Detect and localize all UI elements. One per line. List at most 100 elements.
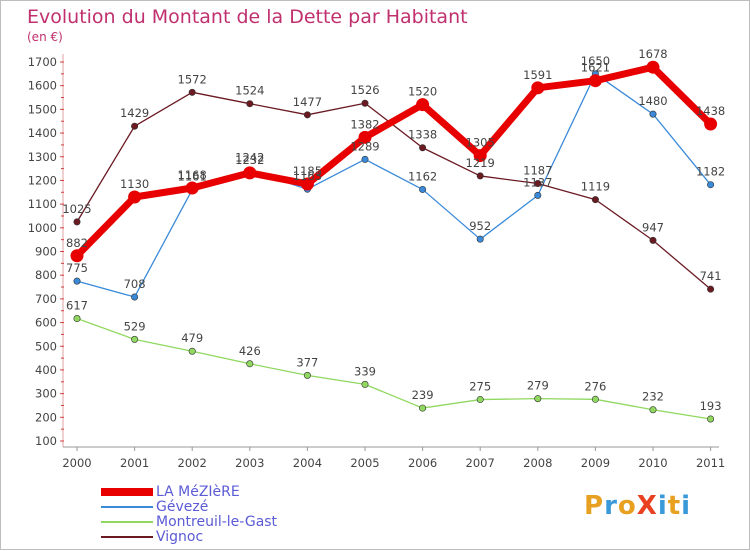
data-point <box>188 88 196 96</box>
data-point <box>73 277 81 285</box>
data-label: 1650 <box>581 54 610 68</box>
data-label: 529 <box>124 319 146 333</box>
data-point <box>591 196 599 204</box>
data-label: 1185 <box>293 164 322 178</box>
data-point <box>473 149 487 163</box>
data-point <box>358 130 372 144</box>
data-label: 377 <box>296 355 318 369</box>
data-label: 276 <box>584 379 606 393</box>
y-tick-label: 1400 <box>28 126 57 140</box>
legend-label-vignoc: Vignoc <box>156 529 204 545</box>
y-tick-label: 1200 <box>28 173 57 187</box>
data-point <box>649 110 657 118</box>
series-line <box>76 91 712 290</box>
data-label: 275 <box>469 380 491 394</box>
data-label: 708 <box>124 277 146 291</box>
logo-letter: i <box>657 491 668 521</box>
data-label: 426 <box>239 344 261 358</box>
y-tick-label: 300 <box>35 387 57 401</box>
proxiti-logo: ProXiti <box>584 491 691 521</box>
logo-letter: t <box>667 491 682 521</box>
data-label: 1182 <box>696 165 725 179</box>
legend-swatch-vignoc <box>101 536 153 538</box>
data-label: 1137 <box>523 175 552 189</box>
data-label: 775 <box>66 261 88 275</box>
data-point <box>419 185 427 193</box>
y-tick-label: 600 <box>35 316 57 330</box>
x-tick-label: 2001 <box>120 456 149 470</box>
data-label: 232 <box>642 390 664 404</box>
data-point <box>534 180 542 188</box>
data-label: 339 <box>354 364 376 378</box>
legend-swatch-la-meziere <box>101 488 153 496</box>
data-label: 947 <box>642 220 664 234</box>
y-tick-label: 1500 <box>28 102 57 116</box>
data-label: 193 <box>700 399 722 413</box>
logo-letter: r <box>604 491 618 521</box>
chart-unit-label: (en €) <box>27 30 63 44</box>
data-point <box>476 235 484 243</box>
data-label: 952 <box>469 219 491 233</box>
data-label: 1678 <box>638 47 667 61</box>
data-label: 1163 <box>293 169 322 183</box>
y-tick-label: 1300 <box>28 150 57 164</box>
data-label: 1025 <box>62 202 91 216</box>
logo-letter: o <box>617 491 637 521</box>
logo-letter: i <box>681 491 692 521</box>
data-point <box>707 285 715 293</box>
y-tick-label: 1100 <box>28 197 57 211</box>
data-point <box>188 347 196 355</box>
data-label: 279 <box>527 379 549 393</box>
data-point <box>531 81 545 95</box>
y-tick-label: 800 <box>35 268 57 282</box>
data-point <box>588 74 602 88</box>
data-label: 479 <box>181 331 203 345</box>
data-point <box>707 415 715 423</box>
legend-label-geveze: Gévezé <box>156 499 209 515</box>
data-point <box>73 218 81 226</box>
data-label: 1524 <box>235 84 264 98</box>
legend-swatch-montreuil-le-gast <box>101 521 153 523</box>
data-label: 1621 <box>581 61 610 75</box>
data-label: 1477 <box>293 95 322 109</box>
logo-letter: X <box>636 491 658 521</box>
data-point <box>649 406 657 414</box>
data-label: 741 <box>700 269 722 283</box>
data-point <box>476 172 484 180</box>
data-label: 1382 <box>350 117 379 131</box>
data-label: 1572 <box>178 72 207 86</box>
data-label: 1438 <box>696 104 725 118</box>
data-label: 882 <box>66 236 88 250</box>
data-point <box>243 166 257 180</box>
y-tick-label: 1700 <box>28 55 57 69</box>
y-tick-label: 100 <box>35 434 57 448</box>
data-point <box>707 181 715 189</box>
x-tick-label: 2009 <box>581 456 610 470</box>
data-point <box>131 293 139 301</box>
data-point <box>646 60 660 74</box>
x-tick-label: 2002 <box>178 456 207 470</box>
data-point <box>73 315 81 323</box>
data-point <box>70 249 84 263</box>
y-tick-label: 500 <box>35 339 57 353</box>
data-label: 1119 <box>581 180 610 194</box>
data-point <box>419 144 427 152</box>
data-point <box>131 122 139 130</box>
data-point <box>419 404 427 412</box>
x-tick-label: 2010 <box>638 456 667 470</box>
logo-letter: P <box>584 491 605 521</box>
x-tick-label: 2006 <box>408 456 437 470</box>
data-point <box>128 190 142 204</box>
data-point <box>246 100 254 108</box>
data-label: 1289 <box>350 139 379 153</box>
legend-label-la-meziere: LA MéZIèRE <box>156 484 240 500</box>
data-label: 1591 <box>523 68 552 82</box>
data-point <box>534 191 542 199</box>
y-tick-label: 900 <box>35 245 57 259</box>
data-label: 1480 <box>638 94 667 108</box>
data-point <box>300 177 314 191</box>
data-label: 1130 <box>120 177 149 191</box>
data-point <box>534 395 542 403</box>
x-tick-label: 2000 <box>62 456 91 470</box>
